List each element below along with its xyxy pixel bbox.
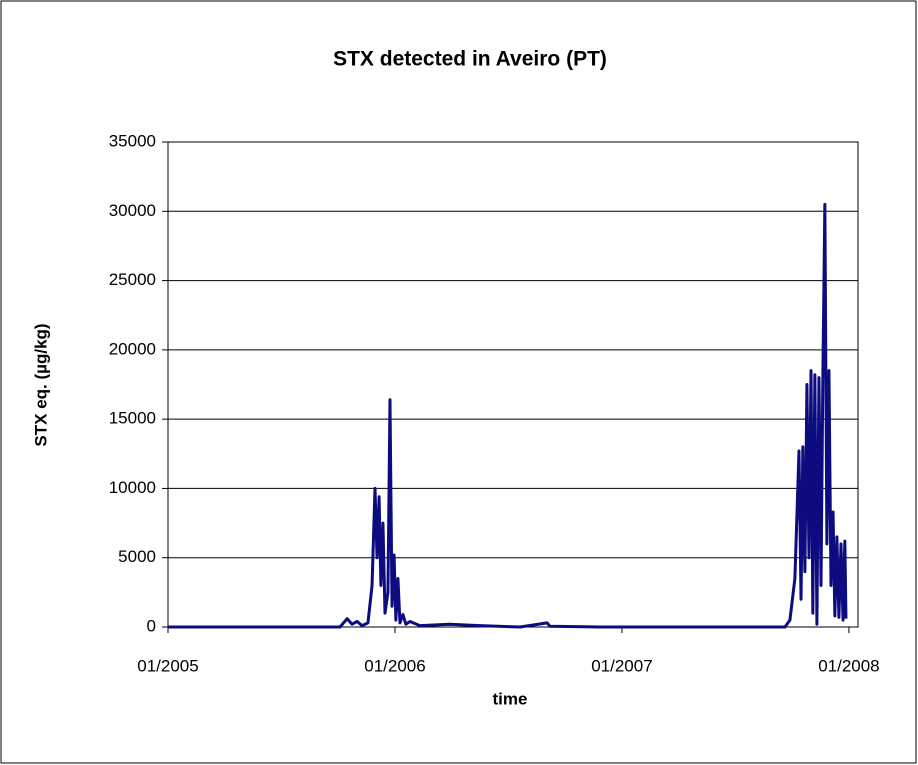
chart-title: STX detected in Aveiro (PT) xyxy=(333,48,607,71)
y-tick-label: 15000 xyxy=(109,409,156,428)
x-axis-label: time xyxy=(493,689,528,708)
y-tick-label: 30000 xyxy=(109,201,156,220)
x-tick-label: 01/2007 xyxy=(591,656,652,675)
y-tick-label: 25000 xyxy=(109,270,156,289)
y-tick-label: 0 xyxy=(147,616,156,635)
y-axis-label: STX eq. (µg/kg) xyxy=(31,323,50,446)
x-tick-label: 01/2005 xyxy=(137,656,198,675)
plot-area xyxy=(167,141,859,628)
x-tick-label: 01/2006 xyxy=(364,656,425,675)
y-tick-label: 5000 xyxy=(118,547,156,566)
y-tick-label: 10000 xyxy=(109,478,156,497)
y-tick-label: 35000 xyxy=(109,131,156,150)
x-tick-label: 01/2008 xyxy=(818,656,879,675)
y-tick-label: 20000 xyxy=(109,339,156,358)
data-line xyxy=(168,202,848,629)
